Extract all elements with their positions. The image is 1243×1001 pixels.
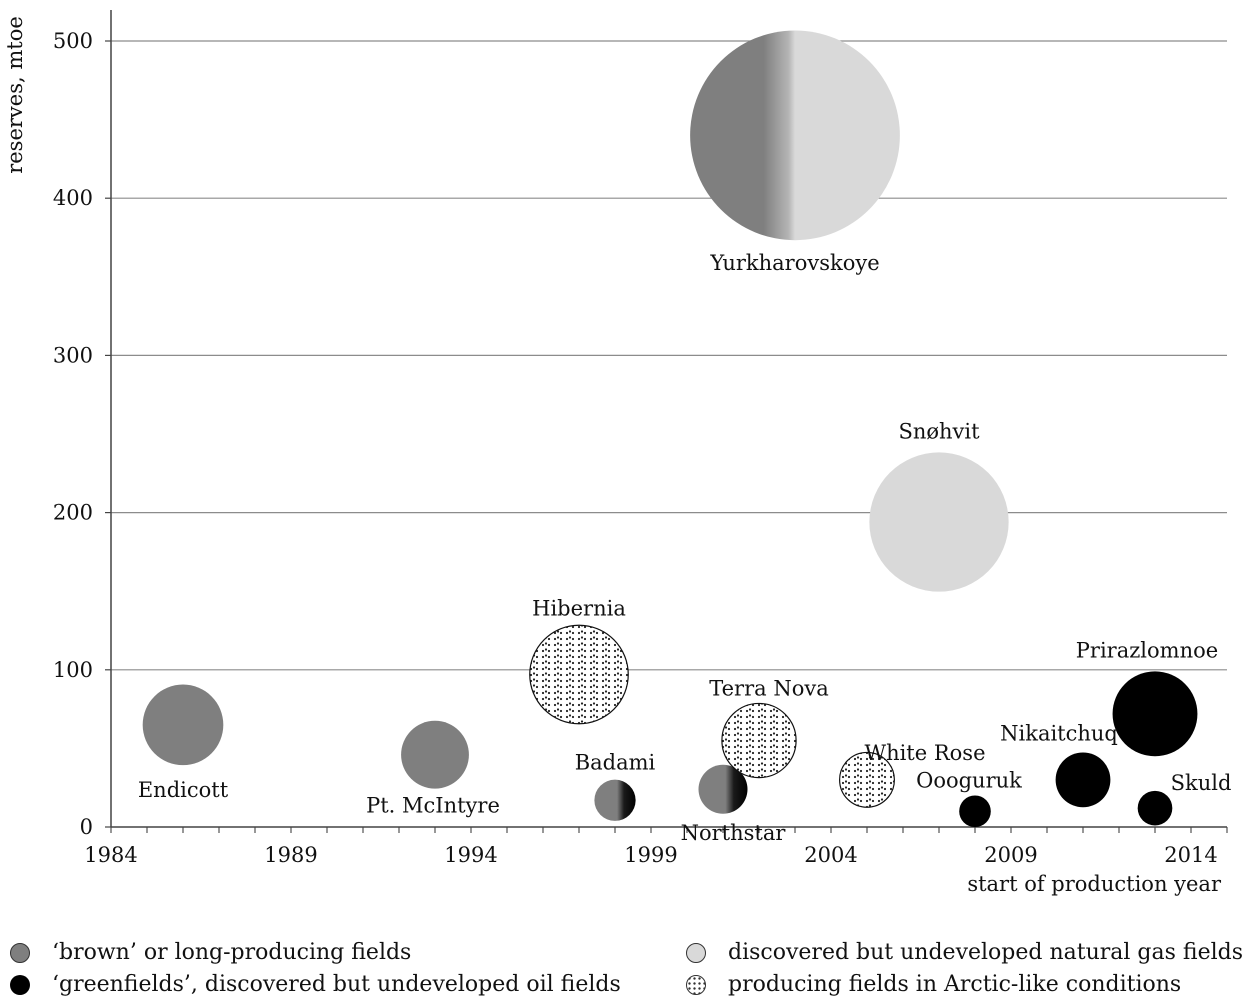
bubble-label-hibernia: Hibernia xyxy=(532,596,626,620)
legend-label-brown: ‘brown’ or long-producing fields xyxy=(52,940,412,965)
bubble-labels: Endicott Pt. McIntyre Hibernia Badami Norths… xyxy=(138,251,1232,845)
x-tick-label-1999: 1999 xyxy=(624,843,677,867)
legend-swatch-brown xyxy=(10,942,30,963)
bubble-nikaitchuq xyxy=(1055,752,1111,808)
bubble-label-sn-hvit: Snøhvit xyxy=(898,419,980,443)
bubble-label-nikaitchuq: Nikaitchuq xyxy=(1000,721,1118,745)
bubble-label-badami: Badami xyxy=(575,751,656,775)
legend-swatch-arctic xyxy=(686,974,706,995)
y-tick-label-300: 300 xyxy=(53,343,93,367)
legend-swatch-greenfield xyxy=(10,974,30,995)
bubble-label-prirazlomnoe: Prirazlomnoe xyxy=(1076,638,1218,662)
y-tick-label-0: 0 xyxy=(80,815,93,839)
x-tick-label-1984: 1984 xyxy=(84,843,137,867)
bubble-hibernia xyxy=(529,624,629,725)
bubble-yurkharovskoye xyxy=(690,30,900,241)
legend-label-greenfield: ‘greenfields’, discovered but undevelope… xyxy=(52,972,621,997)
legend-item-greenfield: ‘greenfields’, discovered but undevelope… xyxy=(10,972,621,997)
bubble-prirazlomnoe xyxy=(1112,671,1198,757)
bubble-terra-nova xyxy=(721,702,797,779)
legend-item-brown: ‘brown’ or long-producing fields xyxy=(10,940,411,965)
bubble-northstar xyxy=(698,764,748,814)
bubble-pt-mcintyre xyxy=(401,720,469,789)
y-tick-label-400: 400 xyxy=(53,186,93,210)
bubble-label-white-rose: White Rose xyxy=(864,741,985,765)
y-tick-label-200: 200 xyxy=(53,501,93,525)
legend-swatch-gas xyxy=(686,942,706,963)
x-tick-label-2004: 2004 xyxy=(804,843,857,867)
y-tick-label-100: 100 xyxy=(53,658,93,682)
x-tick-label-2009: 2009 xyxy=(984,843,1037,867)
bubble-sn-hvit xyxy=(869,452,1009,592)
gridlines xyxy=(111,40,1227,671)
bubble-skuld xyxy=(1137,790,1173,826)
x-tick-label-2014: 2014 xyxy=(1164,843,1217,867)
legend-item-arctic: producing fields in Arctic-like conditio… xyxy=(686,972,1181,997)
bubble-badami xyxy=(594,779,636,821)
legend-label-arctic: producing fields in Arctic-like conditio… xyxy=(728,972,1182,997)
bubble-label-skuld: Skuld xyxy=(1171,771,1232,795)
y-ticks: 0 100 200 300 400 500 xyxy=(53,29,111,839)
x-tick-label-1989: 1989 xyxy=(264,843,317,867)
bubble-label-endicott: Endicott xyxy=(138,778,229,802)
bubble-label-oooguruk: Oooguruk xyxy=(916,768,1022,792)
x-ticks: 1984 1989 1994 1999 2004 2009 2014 xyxy=(84,827,1228,867)
legend-item-gas: discovered but undeveloped natural gas f… xyxy=(686,940,1243,965)
legend-label-gas: discovered but undeveloped natural gas f… xyxy=(728,940,1243,965)
y-axis-label: reserves, mtoe xyxy=(3,16,27,174)
bubbles xyxy=(142,30,1198,828)
bubble-label-pt-mcintyre: Pt. McIntyre xyxy=(366,794,500,818)
bubble-label-yurkharovskoye: Yurkharovskoye xyxy=(709,251,879,275)
bubble-label-northstar: Northstar xyxy=(681,821,787,845)
bubble-white-rose xyxy=(839,751,895,808)
x-axis-label: start of production year xyxy=(967,872,1222,896)
x-tick-label-1994: 1994 xyxy=(444,843,497,867)
bubble-oooguruk xyxy=(959,795,991,828)
axes xyxy=(110,10,1227,828)
legend: ‘brown’ or long-producing fields ‘greenf… xyxy=(0,932,1243,1001)
bubble-label-terra-nova: Terra Nova xyxy=(709,676,828,700)
bubble-chart: 1984 1989 1994 1999 2004 2009 2014 0 100 200 300 4… xyxy=(3,10,1232,896)
y-tick-label-500: 500 xyxy=(53,29,93,53)
bubble-endicott xyxy=(142,684,224,766)
